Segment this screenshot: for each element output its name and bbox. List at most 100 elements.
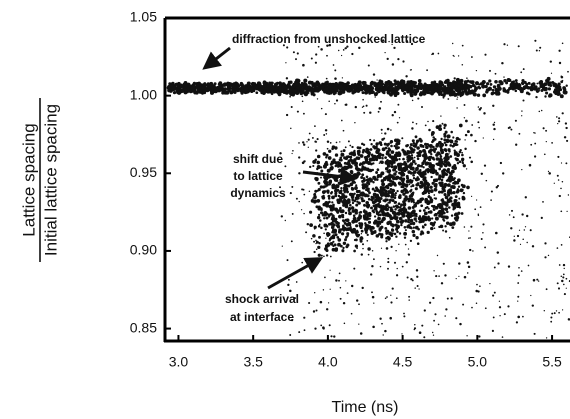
speckle-dot [410, 154, 414, 157]
speckle-dot [423, 223, 427, 227]
speckle-dot [312, 234, 316, 238]
speckle-dot [324, 84, 328, 88]
speckle-dot [414, 135, 418, 139]
speckle-dot [564, 122, 568, 125]
speckle-dot [475, 199, 478, 201]
speckle-dot [399, 220, 404, 224]
speckle-dot [490, 84, 492, 86]
arrow [267, 257, 324, 290]
speckle-dot [450, 297, 453, 300]
speckle-dot [492, 138, 495, 141]
speckle-dot [346, 190, 349, 194]
speckle-dot [484, 246, 487, 249]
speckle-dot [335, 163, 337, 166]
speckle-dot [403, 212, 406, 215]
speckle-dot [271, 86, 275, 89]
y-tick-label: 1.00 [130, 86, 157, 102]
speckle-dot [409, 179, 414, 184]
speckle-dot [455, 157, 459, 162]
speckle-dot [385, 152, 389, 156]
speckle-dot [482, 223, 485, 226]
speckle-dot [542, 127, 545, 130]
speckle-dot [529, 85, 534, 90]
speckle-dot [523, 229, 526, 231]
speckle-dot [325, 77, 328, 80]
speckle-dot [380, 235, 384, 239]
speckle-dot [461, 153, 464, 157]
speckle-dot [338, 190, 343, 195]
speckle-dot [433, 194, 436, 196]
speckle-dot [422, 86, 426, 91]
speckle-dot [338, 158, 342, 162]
speckle-dot [292, 51, 295, 54]
speckle-dot [319, 219, 322, 222]
speckle-dot [362, 105, 365, 108]
speckle-dot [326, 242, 330, 246]
speckle-dot [414, 88, 418, 92]
speckle-dot [367, 220, 372, 224]
speckle-dot [477, 290, 480, 293]
speckle-dot [522, 315, 524, 318]
speckle-dot [483, 164, 487, 167]
speckle-dot [334, 194, 338, 198]
speckle-dot [437, 89, 442, 93]
x-label: Time (ns) [332, 399, 399, 416]
speckle-dot [453, 212, 458, 217]
speckle-dot [503, 313, 506, 316]
speckle-dot [331, 183, 336, 188]
speckle-dot [504, 89, 508, 93]
speckle-dot [327, 194, 331, 198]
speckle-dot [438, 225, 441, 229]
speckle-dot [461, 158, 464, 162]
speckle-dot [543, 87, 548, 92]
speckle-dot [201, 83, 206, 87]
speckle-dot [422, 209, 426, 212]
speckle-dot [285, 77, 289, 80]
speckle-dot [533, 332, 536, 335]
speckle-dot [394, 156, 398, 159]
speckle-dot [466, 335, 468, 337]
speckle-dot [415, 122, 418, 125]
speckle-dot [429, 301, 432, 304]
speckle-dot [543, 310, 545, 312]
speckle-dot [445, 163, 448, 166]
speckle-dot [526, 241, 528, 244]
speckle-dot [167, 88, 172, 93]
speckle-dot [451, 186, 453, 188]
speckle-dot [454, 140, 458, 143]
speckle-dot [320, 254, 323, 257]
speckle-dot [395, 250, 397, 252]
speckle-dot [311, 136, 314, 139]
speckle-dot [386, 214, 390, 218]
speckle-dot [372, 204, 376, 208]
speckle-dot [342, 198, 347, 203]
speckle-dot [444, 225, 447, 228]
speckle-dot [448, 236, 451, 239]
speckle-dot [492, 85, 497, 89]
speckle-dot [567, 70, 569, 73]
speckle-dot [326, 44, 329, 47]
speckle-dot [330, 87, 333, 90]
speckle-dot [413, 156, 416, 159]
speckle-dot [428, 200, 432, 204]
speckle-dot [407, 253, 410, 255]
speckle-dot [441, 201, 445, 206]
speckle-dot [408, 299, 410, 301]
speckle-dot [394, 208, 397, 211]
speckle-dot [513, 235, 515, 237]
speckle-dot [389, 206, 393, 210]
speckle-dot [478, 83, 481, 86]
speckle-dot [330, 335, 333, 338]
speckle-dot [314, 82, 319, 87]
speckle-dot [409, 143, 413, 147]
speckle-dot [442, 87, 446, 91]
speckle-dot [456, 96, 459, 98]
speckle-dot [430, 167, 434, 171]
speckle-dot [427, 207, 430, 210]
speckle-dot [544, 95, 547, 98]
speckle-dot [517, 282, 520, 284]
speckle-dot [357, 168, 361, 172]
speckle-dot [349, 144, 352, 147]
speckle-dot [378, 232, 382, 236]
speckle-dot [548, 93, 553, 98]
